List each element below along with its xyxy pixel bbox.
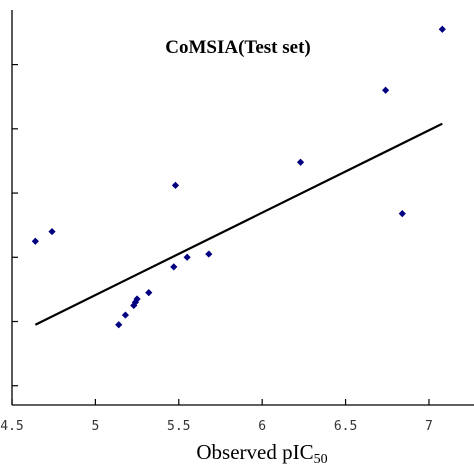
data-point <box>438 25 446 33</box>
data-point <box>205 250 213 258</box>
x-tick-label: 5.5 <box>167 419 190 434</box>
data-point <box>170 263 178 271</box>
x-axis-label-main: Observed pIC <box>196 440 313 464</box>
trend-line <box>34 122 443 326</box>
x-tick-label: 6.5 <box>334 419 357 434</box>
data-point <box>121 311 130 319</box>
y-ticks <box>12 63 18 387</box>
data-point <box>171 181 180 189</box>
data-point <box>382 86 390 94</box>
data-point <box>398 210 406 218</box>
data-point <box>31 237 39 245</box>
axes <box>11 10 474 406</box>
data-point <box>48 227 56 236</box>
data-point <box>183 253 191 261</box>
chart-title: CoMSIA(Test set) <box>165 37 310 58</box>
x-tick-label: 5 <box>91 419 99 434</box>
data-point <box>133 295 141 303</box>
data-points <box>31 25 446 329</box>
data-point <box>115 321 123 329</box>
data-point <box>145 289 153 297</box>
x-axis-label-subscript: 50 <box>314 452 328 467</box>
x-tick-label: 6 <box>258 419 266 434</box>
x-tick-labels: 4.5 5 5.5 6 6.5 7 <box>0 419 433 434</box>
x-axis-label: Observed pIC50 <box>196 440 327 467</box>
x-tick-label: 7 <box>425 419 433 434</box>
x-tick-label: 4.5 <box>0 419 23 434</box>
data-point <box>296 158 305 166</box>
x-ticks <box>11 399 430 405</box>
